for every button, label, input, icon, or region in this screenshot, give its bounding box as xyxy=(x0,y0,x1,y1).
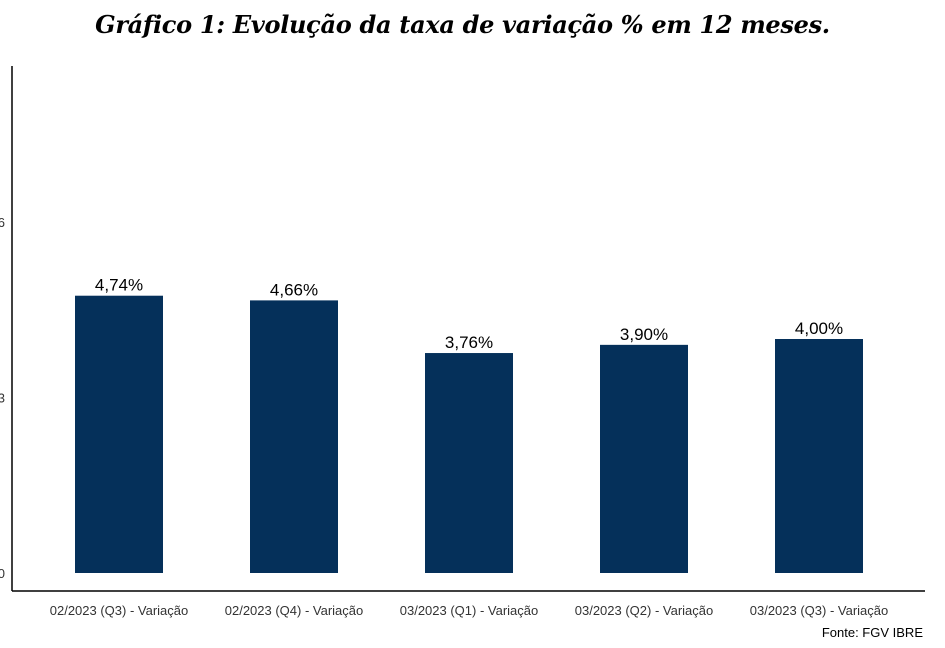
data-label: 4,66% xyxy=(270,280,318,299)
x-tick-label: 02/2023 (Q3) - Variação xyxy=(50,603,189,618)
y-tick-label: 6 xyxy=(0,215,5,230)
chart-title: Gráfico 1: Evolução da taxa de variação … xyxy=(95,10,830,39)
bar[interactable] xyxy=(75,295,163,573)
bar[interactable] xyxy=(425,353,513,573)
data-label: 3,90% xyxy=(620,325,668,344)
source-note: Fonte: FGV IBRE xyxy=(821,625,923,640)
bar[interactable] xyxy=(600,344,688,573)
data-label: 3,76% xyxy=(445,333,493,352)
bar[interactable] xyxy=(250,300,338,573)
x-tick-label: 03/2023 (Q1) - Variação xyxy=(400,603,539,618)
data-label: 4,74% xyxy=(95,276,143,295)
x-tick-label: 03/2023 (Q3) - Variação xyxy=(750,603,889,618)
x-tick-label: 02/2023 (Q4) - Variação xyxy=(225,603,364,618)
x-tick-label: 03/2023 (Q2) - Variação xyxy=(575,603,714,618)
bar[interactable] xyxy=(775,339,863,573)
y-tick-label: 0 xyxy=(0,566,5,581)
y-tick-label: 3 xyxy=(0,391,5,406)
data-label: 4,00% xyxy=(795,319,843,338)
